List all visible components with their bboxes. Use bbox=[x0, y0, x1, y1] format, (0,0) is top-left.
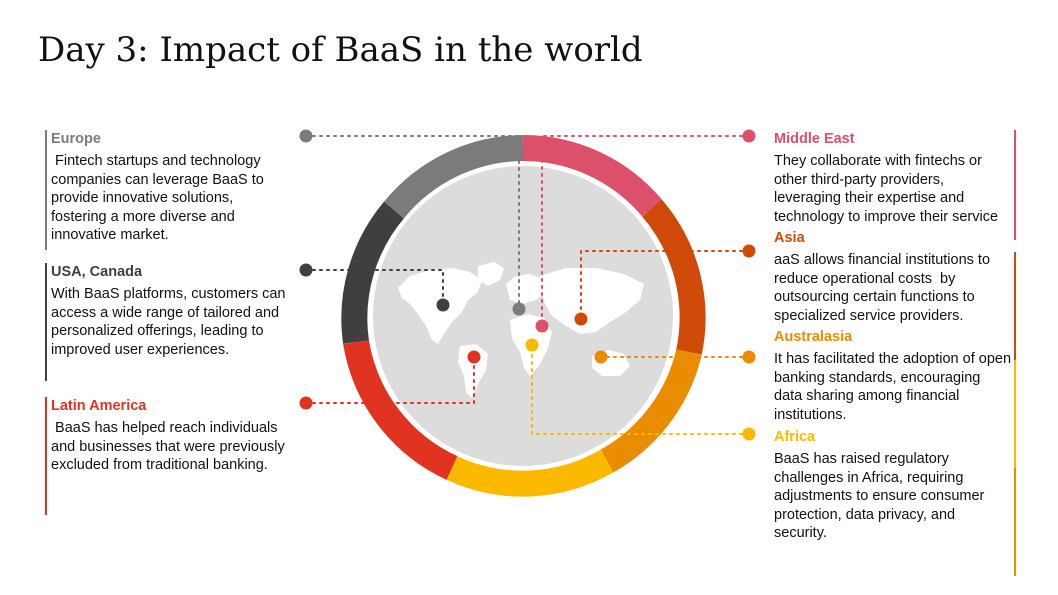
map-dot-australasia bbox=[594, 350, 608, 364]
ring-segment-asia bbox=[641, 199, 706, 355]
region-bar-middle-east bbox=[1014, 130, 1016, 240]
map-dot-asia bbox=[574, 312, 588, 326]
region-name-europe: Europe bbox=[51, 131, 101, 147]
endpoint-dot-australasia bbox=[742, 350, 756, 364]
region-card-middle-east: Middle East They collaborate with fintec… bbox=[774, 130, 1016, 240]
map-dot-africa bbox=[525, 338, 539, 352]
endpoint-dot-latin-america bbox=[299, 396, 313, 410]
connector-usa-canada bbox=[305, 269, 444, 306]
region-text-europe: Fintech startups and technology companie… bbox=[51, 153, 268, 243]
endpoint-dots bbox=[299, 129, 756, 441]
region-card-asia: Asia aaS allows financial institutions t… bbox=[774, 229, 1016, 360]
region-name-usa-canada: USA, Canada bbox=[51, 264, 143, 280]
region-text-latin-america: BaaS has helped reach individuals and bu… bbox=[51, 420, 289, 473]
map-south-america bbox=[458, 344, 488, 398]
ring bbox=[341, 134, 706, 497]
region-bar-europe bbox=[45, 130, 47, 250]
region-card-europe: Europe Fintech startups and technology c… bbox=[45, 130, 291, 250]
endpoint-dot-usa-canada bbox=[299, 263, 313, 277]
ring-segment-europe bbox=[383, 135, 524, 219]
ring-segment-australasia bbox=[600, 348, 702, 473]
region-text-australasia: It has facilitated the adoption of open … bbox=[774, 351, 1012, 423]
region-bar-australasia bbox=[1014, 360, 1016, 468]
region-card-latin-america: Latin America BaaS has helped reach indi… bbox=[45, 397, 296, 515]
map-greenland bbox=[478, 262, 504, 286]
endpoint-dot-middle-east bbox=[742, 129, 756, 143]
map-dot-usa-canada bbox=[436, 298, 450, 312]
region-card-africa: Africa BaaS has raised regulatory challe… bbox=[774, 428, 1016, 576]
region-name-latin-america: Latin America bbox=[51, 398, 147, 414]
map-dot-middle-east bbox=[535, 319, 549, 333]
region-text-asia: aaS allows financial institutions to red… bbox=[774, 252, 995, 324]
connector-middle-east bbox=[541, 135, 750, 327]
region-text-africa: BaaS has raised regulatory challenges in… bbox=[774, 451, 989, 541]
map-europe bbox=[506, 274, 546, 304]
region-name-asia: Asia bbox=[774, 230, 805, 246]
map-asia bbox=[540, 268, 644, 334]
endpoint-dot-asia bbox=[742, 244, 756, 258]
region-name-australasia: Australasia bbox=[774, 329, 853, 345]
connector-europe bbox=[305, 135, 520, 309]
map-dot-europe bbox=[512, 302, 526, 316]
region-bar-africa bbox=[1014, 468, 1016, 576]
connector-asia bbox=[580, 250, 750, 320]
region-text-middle-east: They collaborate with fintechs or other … bbox=[774, 153, 999, 225]
ring-segment-usa-canada bbox=[341, 201, 405, 344]
map-dot-latin-america bbox=[467, 350, 481, 364]
ring-segment-latin-america bbox=[343, 339, 458, 480]
connector-latin-america bbox=[305, 356, 475, 404]
region-card-usa-canada: USA, Canada With BaaS platforms, custome… bbox=[45, 263, 296, 381]
region-bar-latin-america bbox=[45, 397, 47, 515]
map-location-dots bbox=[436, 298, 608, 364]
region-text-usa-canada: With BaaS platforms, customers can acces… bbox=[51, 286, 290, 358]
region-name-middle-east: Middle East bbox=[774, 131, 855, 147]
region-bar-asia bbox=[1014, 252, 1016, 360]
page-title: Day 3: Impact of BaaS in the world bbox=[38, 30, 643, 70]
ring-segment-africa bbox=[446, 449, 614, 497]
region-card-australasia: Australasia It has facilitated the adopt… bbox=[774, 328, 1016, 468]
connector-africa bbox=[531, 345, 750, 435]
endpoint-dot-europe bbox=[299, 129, 313, 143]
ring-segment-middle-east bbox=[522, 134, 662, 217]
region-bar-usa-canada bbox=[45, 263, 47, 381]
connectors bbox=[305, 135, 750, 435]
region-name-africa: Africa bbox=[774, 429, 816, 445]
endpoint-dot-africa bbox=[742, 427, 756, 441]
